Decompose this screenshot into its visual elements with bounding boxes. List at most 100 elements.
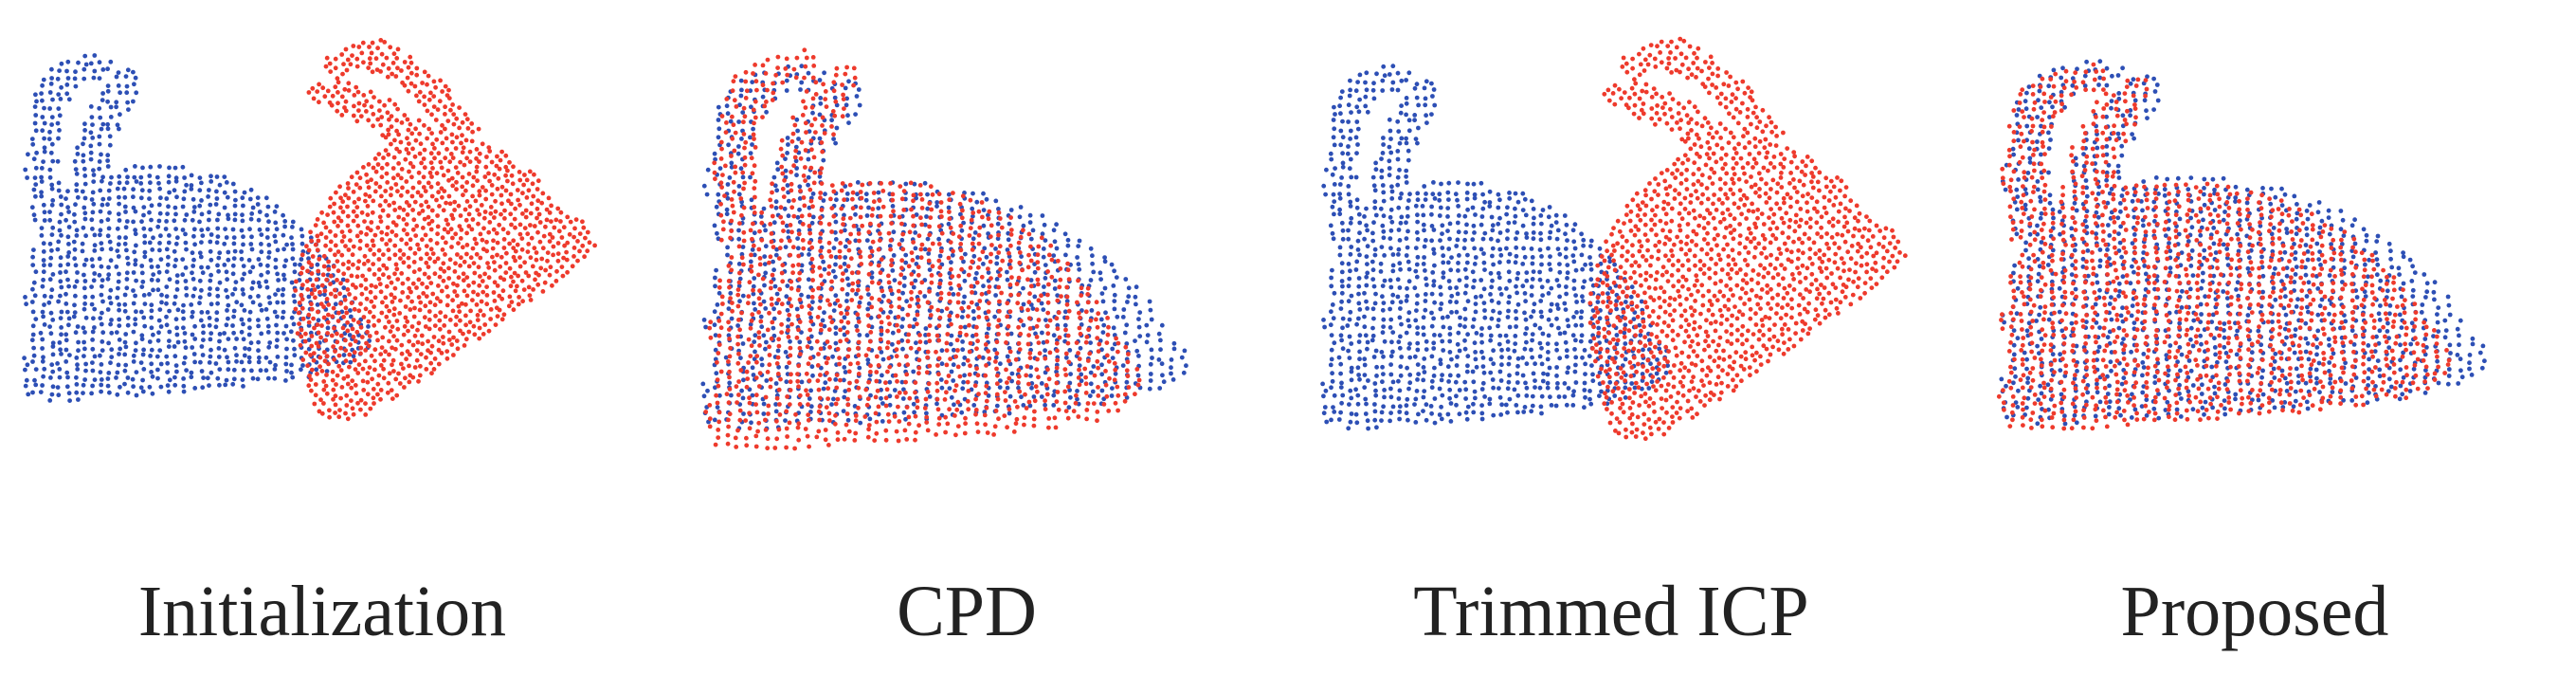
point <box>511 238 517 244</box>
point <box>756 420 762 426</box>
point <box>798 352 803 356</box>
point <box>761 401 767 407</box>
point <box>975 373 981 378</box>
point <box>963 251 968 257</box>
point <box>807 378 812 384</box>
point <box>75 324 81 329</box>
point <box>865 434 871 440</box>
point <box>1055 357 1060 363</box>
point <box>354 233 360 239</box>
point <box>475 292 481 298</box>
point <box>1056 407 1061 412</box>
point <box>256 348 261 354</box>
point <box>382 40 388 45</box>
point <box>753 79 759 84</box>
point <box>448 152 454 156</box>
point <box>105 158 110 163</box>
point <box>334 382 338 387</box>
point <box>1003 390 1007 394</box>
point <box>139 219 144 225</box>
point <box>949 394 954 400</box>
point <box>749 197 754 203</box>
point <box>209 272 214 278</box>
point <box>371 387 376 392</box>
point <box>225 308 229 313</box>
point <box>816 352 821 356</box>
point <box>116 83 121 88</box>
point <box>756 296 762 301</box>
point <box>718 237 724 243</box>
point <box>718 201 723 207</box>
point <box>550 235 555 240</box>
point <box>808 261 813 266</box>
point <box>432 323 438 328</box>
point <box>1036 244 1042 249</box>
point <box>1054 222 1059 228</box>
point <box>412 83 418 89</box>
point <box>712 322 717 328</box>
point <box>957 374 963 379</box>
point <box>976 315 982 319</box>
point <box>1034 307 1040 312</box>
point <box>819 254 825 260</box>
point <box>890 204 896 209</box>
point <box>429 193 435 199</box>
point <box>358 301 363 306</box>
point <box>869 275 875 280</box>
point <box>217 182 223 188</box>
point <box>281 264 287 269</box>
point <box>241 291 246 297</box>
point <box>809 147 814 153</box>
point <box>1015 301 1021 306</box>
point <box>29 338 35 343</box>
point <box>172 248 177 254</box>
point <box>499 201 504 207</box>
point <box>441 278 446 283</box>
point <box>771 245 776 249</box>
point <box>377 282 383 287</box>
point <box>241 264 246 268</box>
point <box>535 198 541 204</box>
point <box>771 267 776 273</box>
point <box>794 306 800 312</box>
point <box>414 65 420 71</box>
point <box>791 198 796 203</box>
point <box>141 367 147 372</box>
point <box>916 346 922 352</box>
point <box>396 132 401 137</box>
point <box>835 346 841 352</box>
point <box>788 353 793 358</box>
point <box>976 355 982 359</box>
point <box>149 308 154 314</box>
point <box>73 263 79 268</box>
point <box>209 257 214 263</box>
point <box>420 81 425 85</box>
point <box>520 211 525 216</box>
point <box>775 54 781 60</box>
point <box>472 270 478 276</box>
point <box>191 233 196 239</box>
point <box>418 352 424 356</box>
point <box>743 96 749 100</box>
point <box>1044 339 1050 344</box>
point <box>426 265 431 269</box>
point <box>381 155 386 160</box>
point <box>997 308 1002 314</box>
point <box>794 166 799 171</box>
point <box>453 261 458 266</box>
point <box>380 300 385 305</box>
point <box>821 157 826 163</box>
point <box>484 239 489 245</box>
point <box>108 181 113 186</box>
point <box>405 136 409 141</box>
point <box>364 109 369 114</box>
point <box>1058 277 1063 283</box>
point <box>357 238 363 244</box>
point <box>793 75 799 81</box>
point <box>166 344 172 349</box>
point <box>31 280 37 285</box>
point <box>435 181 441 187</box>
point <box>1007 375 1012 381</box>
point <box>376 373 382 378</box>
point <box>501 246 507 250</box>
